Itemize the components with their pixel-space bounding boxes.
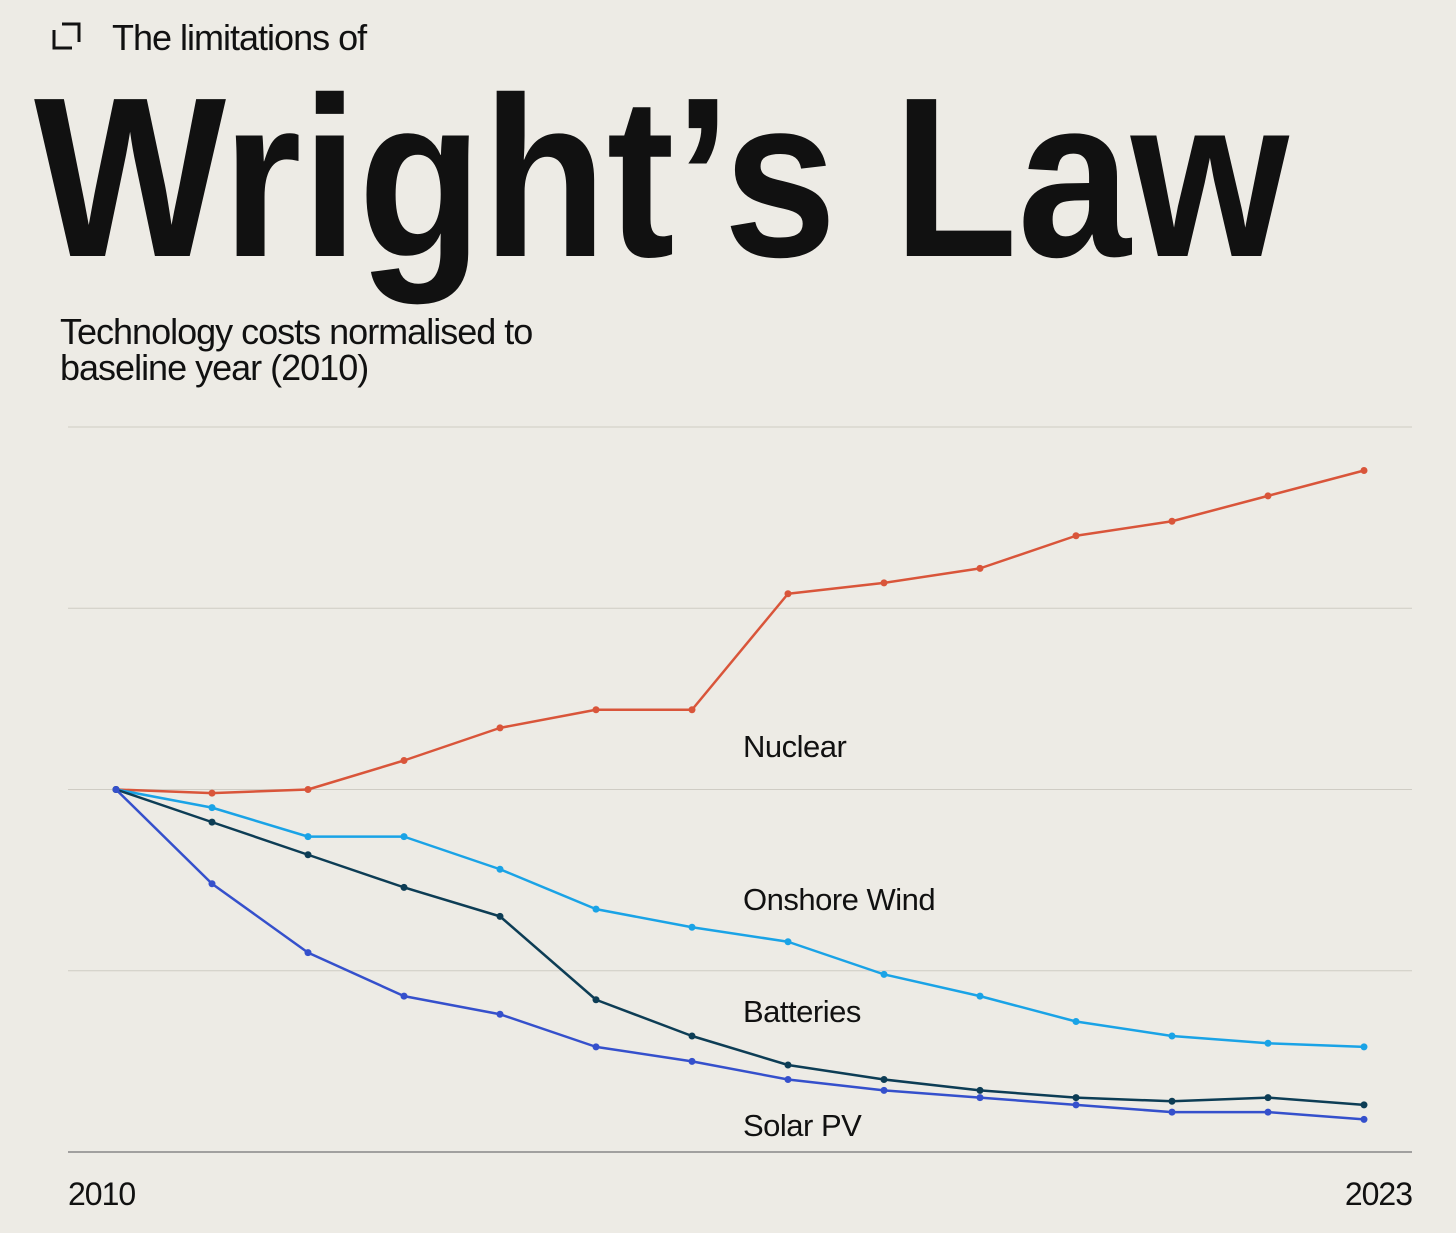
data-point [304, 851, 312, 859]
data-point [1168, 517, 1176, 525]
x-tick-label: 2023 [1345, 1176, 1412, 1212]
series-line [115, 788, 1365, 1049]
series-label: Batteries [743, 994, 861, 1029]
data-point [496, 912, 504, 920]
series-label: Solar PV [743, 1108, 862, 1143]
series-label: Onshore Wind [743, 882, 935, 917]
data-point [784, 1061, 792, 1069]
data-point [880, 970, 888, 978]
data-point [1168, 1108, 1176, 1116]
data-point [208, 804, 216, 812]
data-point [688, 1032, 696, 1040]
data-point [688, 706, 696, 714]
data-point [688, 1057, 696, 1065]
data-point [208, 818, 216, 826]
data-point [1168, 1097, 1176, 1105]
data-point [496, 1010, 504, 1018]
x-tick-label: 2010 [68, 1176, 135, 1212]
data-point [496, 724, 504, 732]
data-point [304, 833, 312, 841]
data-point [1264, 1094, 1272, 1102]
data-point [1360, 1101, 1368, 1109]
series-line [115, 788, 1365, 1121]
series-line [115, 469, 1365, 795]
data-point [112, 786, 120, 793]
series-label: Nuclear [743, 729, 846, 764]
data-point [976, 1086, 984, 1094]
data-point [208, 880, 216, 888]
data-point [1360, 467, 1368, 474]
data-point [592, 1043, 600, 1051]
data-point [1360, 1043, 1368, 1051]
data-point [592, 996, 600, 1004]
data-point [1264, 492, 1272, 500]
data-point [400, 992, 408, 1000]
data-point [592, 706, 600, 714]
data-point [208, 789, 216, 797]
data-point [1168, 1032, 1176, 1040]
chart-subtitle: Technology costs normalised to baseline … [60, 311, 533, 388]
data-point [1264, 1039, 1272, 1047]
data-point [1360, 1115, 1368, 1123]
data-point [976, 992, 984, 1000]
data-point [304, 949, 312, 957]
data-point [1072, 1094, 1080, 1102]
data-point [1072, 1101, 1080, 1109]
data-point [880, 579, 888, 587]
data-point [976, 1094, 984, 1102]
series-line [115, 788, 1365, 1107]
data-point [880, 1086, 888, 1094]
data-point [1072, 1018, 1080, 1025]
data-point [400, 833, 408, 841]
kicker: The limitations of [112, 17, 368, 58]
corner-icon [52, 22, 81, 50]
data-point [976, 564, 984, 572]
data-point [784, 1076, 792, 1083]
data-point [1264, 1108, 1272, 1116]
data-point [592, 905, 600, 913]
data-point [880, 1076, 888, 1083]
chart-title: Wright’s Law [34, 51, 1290, 305]
data-point [304, 786, 312, 793]
data-point [784, 938, 792, 946]
data-point [400, 883, 408, 891]
data-point [1072, 532, 1080, 540]
data-point [688, 923, 696, 931]
data-point [784, 590, 792, 598]
data-point [400, 757, 408, 764]
data-point [496, 865, 504, 873]
